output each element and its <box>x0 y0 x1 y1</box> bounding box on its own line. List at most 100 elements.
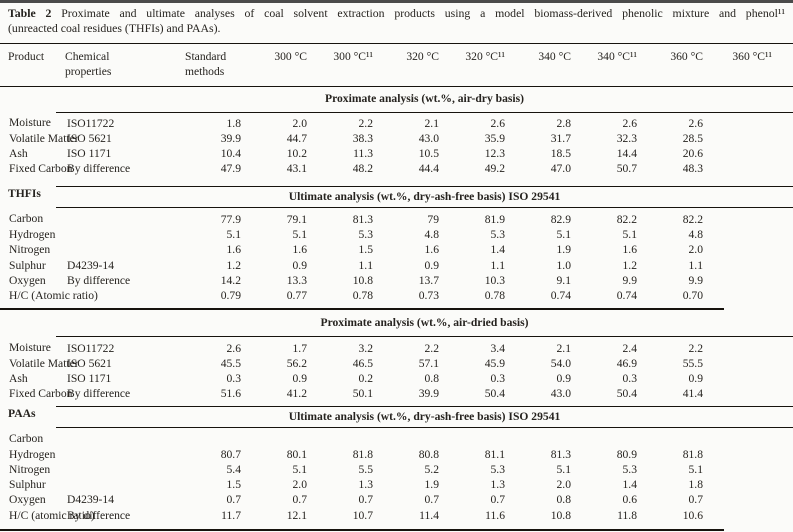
value-cell: 44.4 <box>418 162 439 176</box>
value-cell: 28.5 <box>682 131 703 145</box>
table-2: Product Chemical properties Standard met… <box>0 43 793 532</box>
value-cell: 20.6 <box>682 147 703 161</box>
value-cell: 43.0 <box>418 131 439 145</box>
value-cell: 80.9 <box>616 447 637 461</box>
value-cell: 47.0 <box>550 162 571 176</box>
value-cell: 11.7 <box>174 507 262 532</box>
value-cell: 0.9 <box>424 258 440 272</box>
product-label-thfis: THFIs <box>8 187 41 201</box>
value-cell: 1.6 <box>622 243 638 257</box>
table-row: Oxygen By difference 14.2 13.3 10.8 13.7 10.… <box>0 273 793 288</box>
caption-line-2: (unreacted coal residues (THFIs) and PAA… <box>8 21 221 35</box>
temp-column-header: 340 °C <box>526 43 592 87</box>
value-cell: 2.0 <box>688 243 704 257</box>
value-cell: 2.8 <box>556 116 572 130</box>
table-row: Carbon 77.9 79.1 81.3 79 81.9 82.9 82.2 82.2 <box>0 207 793 227</box>
value-cell: 0.78 <box>328 288 394 310</box>
value-cell: 79.1 <box>286 212 307 226</box>
property-label: H/C (atomic ratio) <box>0 507 95 532</box>
value-cell: 9.1 <box>556 273 572 287</box>
method-cell: By difference <box>67 387 131 401</box>
value-cell: 1.7 <box>292 341 308 355</box>
value-cell: 1.9 <box>424 478 440 492</box>
value-cell: 5.1 <box>622 228 638 242</box>
value-cell: 0.74 <box>592 288 658 310</box>
value-cell: 10.8 <box>526 507 592 532</box>
property-label: Fixed Carbon <box>9 387 73 401</box>
section-band-row: PAAs Ultimate analysis (wt.%, dry-ash-fr… <box>0 405 793 428</box>
value-cell: 1.6 <box>226 243 242 257</box>
temp-column-header: 320 °C¹¹ <box>460 43 526 87</box>
value-cell: 1.8 <box>226 116 242 130</box>
value-cell: 0.7 <box>358 493 374 507</box>
value-cell: 46.9 <box>616 356 637 370</box>
header-row: Product Chemical properties Standard met… <box>0 43 793 87</box>
value-cell: 0.7 <box>424 493 440 507</box>
temp-column-header: 300 °C¹¹ <box>328 43 394 87</box>
section-band-row: Proximate analysis (wt.%, air-dry basis) <box>0 86 793 113</box>
value-cell: 50.1 <box>352 387 373 401</box>
temp-column-header: 340 °C¹¹ <box>592 43 658 87</box>
property-label: Oxygen <box>9 273 46 287</box>
value-cell: 11.4 <box>394 507 460 532</box>
value-cell: 81.9 <box>484 212 505 226</box>
value-cell: 79 <box>427 212 439 226</box>
value-cell: 13.3 <box>286 273 307 287</box>
value-cell: 43.1 <box>286 162 307 176</box>
value-cell: 5.2 <box>424 462 440 476</box>
value-cell: 0.7 <box>292 493 308 507</box>
value-cell: 0.9 <box>688 372 704 386</box>
method-cell <box>56 227 174 242</box>
value-cell: 14.4 <box>616 147 637 161</box>
table-row: Fixed Carbon By difference 47.9 43.1 48.2 4… <box>0 161 793 186</box>
table-row: Volatile Matter ISO 5621 45.5 56.2 46.5 57.… <box>0 356 793 371</box>
value-cell: 39.9 <box>418 387 439 401</box>
product-label-paas: PAAs <box>8 407 36 421</box>
value-cell: 1.6 <box>292 243 308 257</box>
caption-text: Proximate and ultimate analyses of coal … <box>61 6 785 20</box>
property-label: Nitrogen <box>9 462 51 476</box>
value-cell: 50.7 <box>616 162 637 176</box>
value-cell: 0.79 <box>174 288 262 310</box>
value-cell: 1.1 <box>358 258 374 272</box>
property-label: Volatile Matter <box>9 356 79 370</box>
method-cell: By difference <box>67 273 131 287</box>
value-cell: 2.6 <box>622 116 638 130</box>
value-cell: 12.3 <box>484 147 505 161</box>
property-label: Sulphur <box>9 478 46 492</box>
value-cell: 57.1 <box>418 356 439 370</box>
value-cell: 44.7 <box>286 131 307 145</box>
value-cell: 1.2 <box>622 258 638 272</box>
method-cell <box>56 427 174 446</box>
temp-column-header: 320 °C <box>394 43 460 87</box>
method-cell: ISO11722 <box>67 341 115 355</box>
value-cell: 1.4 <box>490 243 506 257</box>
table-row: H/C (Atomic ratio) 0.79 0.77 0.78 0.73 0.78 0… <box>0 288 793 310</box>
table-row: Oxygen D4239-14 0.7 0.7 0.7 0.7 0.7 0.8 0.6 0.7 <box>0 492 793 507</box>
value-cell: 5.1 <box>556 228 572 242</box>
value-cell: 5.3 <box>490 228 506 242</box>
value-cell: 12.1 <box>262 507 328 532</box>
table-row: Ash ISO 1171 10.4 10.2 11.3 10.5 12.3 18.5 14.… <box>0 146 793 161</box>
value-cell: 5.5 <box>358 462 374 476</box>
value-cell: 10.6 <box>658 507 724 532</box>
value-cell: 0.77 <box>262 288 328 310</box>
method-cell <box>56 242 174 257</box>
value-cell: 41.2 <box>286 387 307 401</box>
value-cell: 3.4 <box>490 341 506 355</box>
table-row: Carbon <box>0 427 793 446</box>
value-cell: 77.9 <box>220 212 241 226</box>
value-cell: 82.9 <box>550 212 571 226</box>
method-cell: By difference <box>67 162 131 176</box>
value-cell: 11.8 <box>592 507 658 532</box>
value-cell: 81.3 <box>352 212 373 226</box>
value-cell: 80.1 <box>286 447 307 461</box>
value-cell: 41.4 <box>682 387 703 401</box>
value-cell: 35.9 <box>484 131 505 145</box>
value-cell: 50.4 <box>484 387 505 401</box>
value-cell: 0.7 <box>226 493 242 507</box>
value-cell: 0.8 <box>424 372 440 386</box>
table-row: Hydrogen 80.7 80.1 81.8 80.8 81.1 81.3 80.9 81.… <box>0 447 793 462</box>
value-cell: 5.1 <box>292 228 308 242</box>
property-label: Moisture <box>9 116 51 130</box>
